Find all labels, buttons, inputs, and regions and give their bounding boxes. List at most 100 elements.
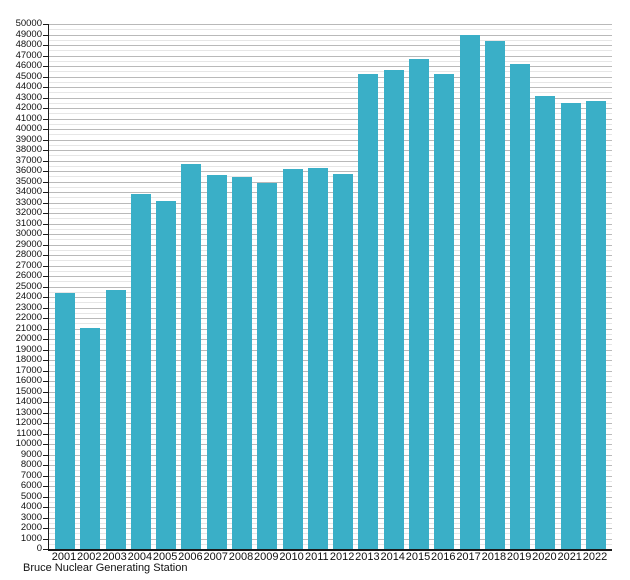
y-axis-tick: [43, 139, 48, 141]
x-tick-label: 2021: [557, 551, 582, 563]
y-tick-label: 30000: [15, 228, 42, 239]
y-grid-minor: [49, 438, 612, 440]
y-grid-minor: [49, 71, 612, 73]
y-grid-minor: [49, 155, 612, 157]
y-grid-major: [49, 412, 612, 414]
y-tick-label: 21000: [15, 322, 42, 334]
y-grid-minor: [49, 218, 612, 220]
y-grid-minor: [49, 81, 612, 83]
bar-2002: [80, 328, 101, 549]
y-tick-label: 2000: [20, 522, 42, 533]
y-grid-major: [49, 66, 612, 67]
y-grid-major: [49, 433, 612, 435]
bar-2019: [510, 64, 531, 549]
y-tick-label: 24000: [15, 291, 42, 302]
y-grid-minor: [49, 344, 612, 346]
bar-2020: [535, 96, 556, 549]
y-axis-tick: [43, 255, 48, 256]
y-axis-tick: [43, 444, 48, 445]
y-axis-tick: [43, 276, 48, 277]
y-grid-minor: [49, 239, 612, 241]
y-grid-major: [49, 129, 612, 130]
y-axis-tick: [43, 202, 48, 204]
x-tick-label: 2020: [532, 551, 557, 563]
y-grid-minor: [49, 302, 612, 304]
y-axis-tick: [43, 55, 48, 57]
y-grid-major: [49, 318, 612, 319]
y-axis-tick: [43, 192, 48, 193]
y-tick-label: 50000: [15, 18, 42, 29]
x-tick-label: 2019: [506, 551, 532, 563]
y-tick-label: 32000: [15, 207, 42, 218]
y-grid-major: [49, 118, 612, 120]
y-axis-tick: [43, 328, 48, 330]
y-tick-label: 3000: [20, 511, 42, 523]
y-grid-major: [49, 150, 612, 151]
y-axis-tick: [43, 286, 48, 288]
y-grid-major: [49, 360, 612, 361]
y-grid-minor: [49, 134, 612, 136]
y-tick-label: 18000: [15, 354, 42, 365]
y-tick-label: 37000: [15, 154, 42, 166]
y-grid-major: [49, 108, 612, 109]
x-tick-label: 2009: [254, 551, 279, 563]
y-tick-label: 45000: [15, 70, 42, 82]
y-grid-minor: [49, 512, 612, 514]
y-tick-label: 20000: [15, 333, 42, 344]
bar-2003: [105, 290, 126, 549]
y-grid-minor: [49, 417, 612, 419]
y-tick-label: 12000: [15, 417, 42, 428]
y-axis-tick: [43, 66, 48, 67]
y-axis-tick: [43, 223, 48, 225]
y-tick-label: 40000: [15, 123, 42, 134]
y-grid-major: [49, 507, 612, 508]
y-grid-major: [49, 213, 612, 214]
y-axis-tick: [43, 318, 48, 319]
y-axis-tick: [43, 87, 48, 88]
y-grid-minor: [49, 270, 612, 272]
y-grid-major: [49, 297, 612, 298]
x-tick-label: 2007: [203, 551, 228, 563]
y-grid-major: [49, 265, 612, 267]
y-grid-major: [49, 517, 612, 519]
y-grid-minor: [49, 407, 612, 409]
y-grid-major: [49, 97, 612, 99]
y-axis-tick: [43, 265, 48, 267]
y-tick-label: 48000: [15, 39, 42, 50]
y-grid-major: [49, 465, 612, 466]
y-grid-major: [49, 87, 612, 88]
y-axis-tick: [43, 297, 48, 298]
y-grid-minor: [49, 29, 612, 31]
y-axis-tick: [43, 171, 48, 172]
y-grid-major: [49, 486, 612, 487]
y-tick-label: 39000: [15, 133, 42, 145]
x-tick-label: 2012: [329, 551, 355, 563]
y-axis-tick: [43, 307, 48, 309]
bar-2016: [434, 73, 455, 549]
y-grid-minor: [49, 333, 612, 335]
y-tick-label: 29000: [15, 238, 42, 250]
y-grid-minor: [49, 60, 612, 62]
bar-2013: [358, 73, 379, 549]
y-axis-tick: [43, 423, 48, 424]
y-grid-major: [49, 55, 612, 57]
y-tick-label: 10000: [15, 438, 42, 449]
x-tick-label: 2016: [431, 551, 456, 563]
y-tick-label: 49000: [15, 28, 42, 40]
y-grid-minor: [49, 522, 612, 524]
y-grid-major: [49, 171, 612, 172]
y-axis-tick: [43, 433, 48, 435]
y-axis-tick: [43, 244, 48, 246]
y-grid-minor: [49, 102, 612, 104]
y-axis-tick: [43, 150, 48, 151]
y-tick-label: 13000: [15, 406, 42, 418]
y-tick-label: 36000: [15, 165, 42, 176]
y-grid-minor: [49, 312, 612, 314]
y-grid-major: [49, 328, 612, 330]
y-grid-minor: [49, 501, 612, 503]
y-tick-label: 1000: [20, 532, 42, 544]
y-axis-tick: [43, 381, 48, 382]
bar-2021: [560, 102, 581, 549]
y-tick-label: 8000: [20, 459, 42, 470]
y-axis-tick: [43, 465, 48, 466]
